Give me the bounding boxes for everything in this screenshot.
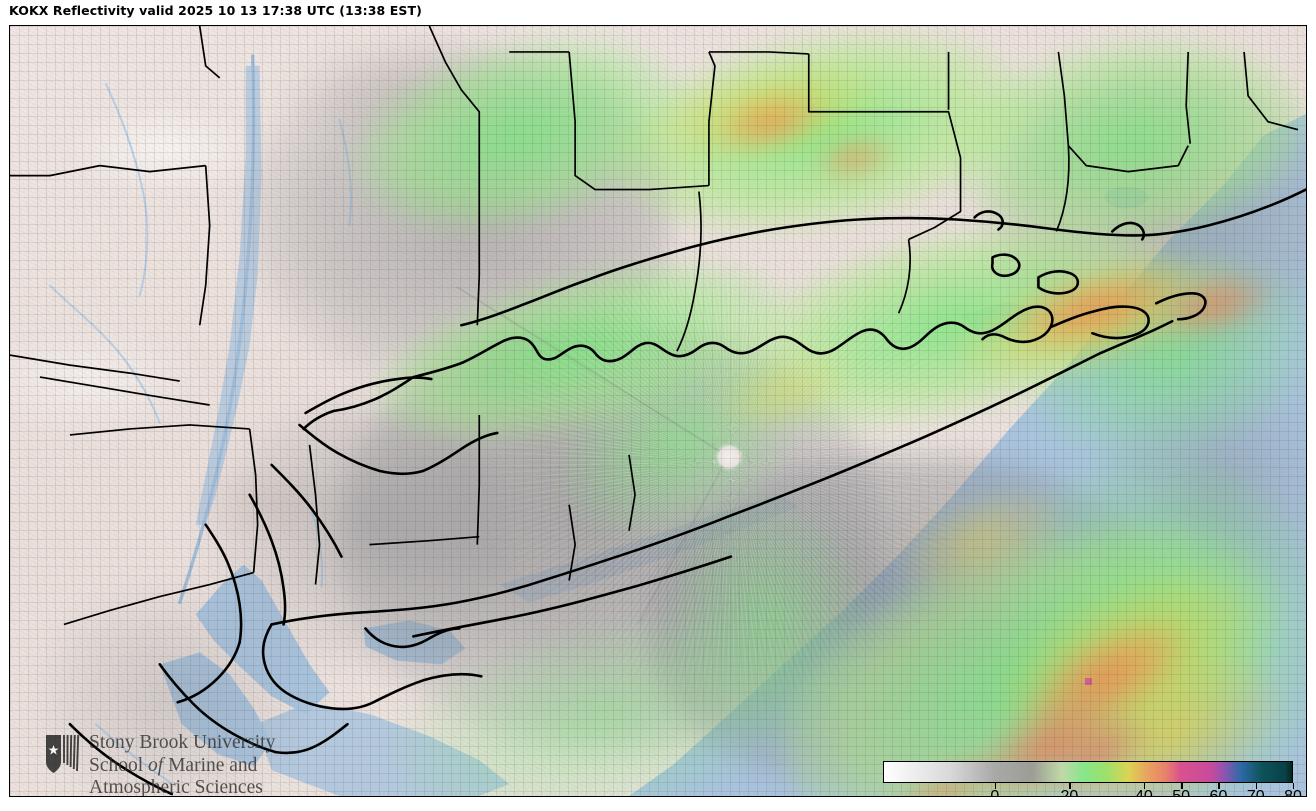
logo-line-1: Stony Brook University [89,732,276,753]
shield-star-icon [46,734,80,773]
colorbar-tick [1181,783,1183,789]
colorbar-tick [1069,783,1071,789]
colorbar-tick-labels: 0 20 40 50 60 70 80 [883,788,1302,796]
colorbar-fill [884,762,1292,782]
colorbar-tick [1218,783,1220,789]
logo-line-3: Atmospheric Sciences [89,777,263,796]
colorbar-tick [1255,783,1258,789]
radar-site-dot [718,446,740,468]
colorbar-gradient [883,761,1293,783]
colorbar-tick-label: 50 [1172,788,1190,796]
stony-brook-logo: Stony Brook University School of Marine … [44,732,275,796]
logo-line-2: School of Marine and [89,754,258,776]
colorbar-tick-label: 40 [1135,788,1153,796]
colorbar-legend[interactable]: 0 20 40 50 60 70 80 [874,750,1304,796]
colorbar-tick [994,783,997,789]
coastline-and-borders-layer [10,26,1306,796]
colorbar-tick-label: 0 [990,788,999,796]
radar-map-frame[interactable]: Stony Brook University School of Marine … [9,25,1307,797]
colorbar-tick-label: 60 [1210,788,1228,796]
colorbar-tick [1143,783,1146,789]
colorbar-ticks [883,783,1295,790]
colorbar-tick [1293,783,1295,789]
colorbar-tick-label: 70 [1247,788,1265,796]
page-title: KOKX Reflectivity valid 2025 10 13 17:38… [9,3,422,18]
radar-map[interactable]: Stony Brook University School of Marine … [10,26,1306,796]
colorbar-tick-label: 20 [1060,788,1078,796]
colorbar-tick-label: 80 [1284,788,1302,796]
